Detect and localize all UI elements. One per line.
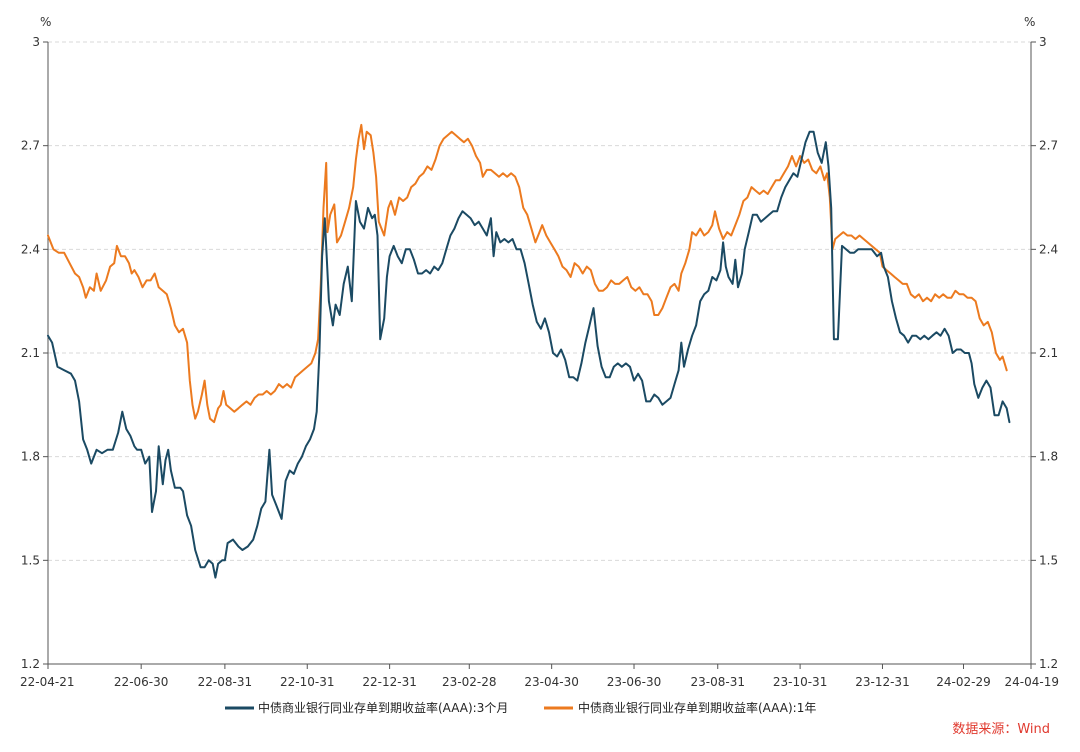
data-source: 数据来源：Wind <box>952 722 1050 737</box>
x-tick-label-3: 22-10-31 <box>280 675 334 689</box>
left-tick-label-4: 2.4 <box>21 242 40 256</box>
x-tick-label-11: 24-02-29 <box>936 675 990 689</box>
x-tick-label-0: 22-04-21 <box>20 675 74 689</box>
legend: 中债商业银行同业存单到期收益率(AAA):3个月 中债商业银行同业存单到期收益率… <box>225 700 816 715</box>
gridlines <box>48 41 1031 561</box>
legend-label-1y: 中债商业银行同业存单到期收益率(AAA):1年 <box>578 700 816 715</box>
x-tick-label-12: 24-04-19 <box>1005 675 1059 689</box>
right-tick-label-5: 2.7 <box>1039 139 1058 153</box>
left-tick-label-3: 2.1 <box>21 346 40 360</box>
right-axis-unit: % <box>1024 15 1035 29</box>
x-tick-label-7: 23-06-30 <box>607 675 661 689</box>
left-tick-label-2: 1.8 <box>21 450 40 464</box>
left-tick-label-6: 3 <box>32 35 40 49</box>
x-tick-label-6: 23-04-30 <box>524 675 578 689</box>
series-line-1y <box>47 123 1008 424</box>
left-axis-unit: % <box>40 15 51 29</box>
right-tick-label-2: 1.8 <box>1039 450 1058 464</box>
x-tick-label-8: 23-08-31 <box>691 675 745 689</box>
x-tick-label-10: 23-12-31 <box>855 675 909 689</box>
legend-label-3m: 中债商业银行同业存单到期收益率(AAA):3个月 <box>258 700 508 715</box>
left-tick-label-0: 1.2 <box>21 657 40 671</box>
right-tick-label-6: 3 <box>1039 35 1047 49</box>
x-tick-label-4: 22-12-31 <box>362 675 416 689</box>
x-tick-label-1: 22-06-30 <box>114 675 168 689</box>
right-tick-label-4: 2.4 <box>1039 242 1058 256</box>
left-tick-label-1: 1.5 <box>21 553 40 567</box>
x-tick-label-5: 23-02-28 <box>442 675 496 689</box>
series-lines <box>47 123 1011 579</box>
axes: % % 1.2 1.2 1.5 1.5 1.8 1.8 2.1 2.1 2.4 2.4 2.7 2.7… <box>20 15 1059 689</box>
x-tick-label-9: 23-10-31 <box>773 675 827 689</box>
left-tick-label-5: 2.7 <box>21 139 40 153</box>
right-tick-label-1: 1.5 <box>1039 553 1058 567</box>
x-tick-label-2: 22-08-31 <box>198 675 252 689</box>
right-tick-label-3: 2.1 <box>1039 346 1058 360</box>
right-tick-label-0: 1.2 <box>1039 657 1058 671</box>
series-line-3m <box>47 130 1011 579</box>
